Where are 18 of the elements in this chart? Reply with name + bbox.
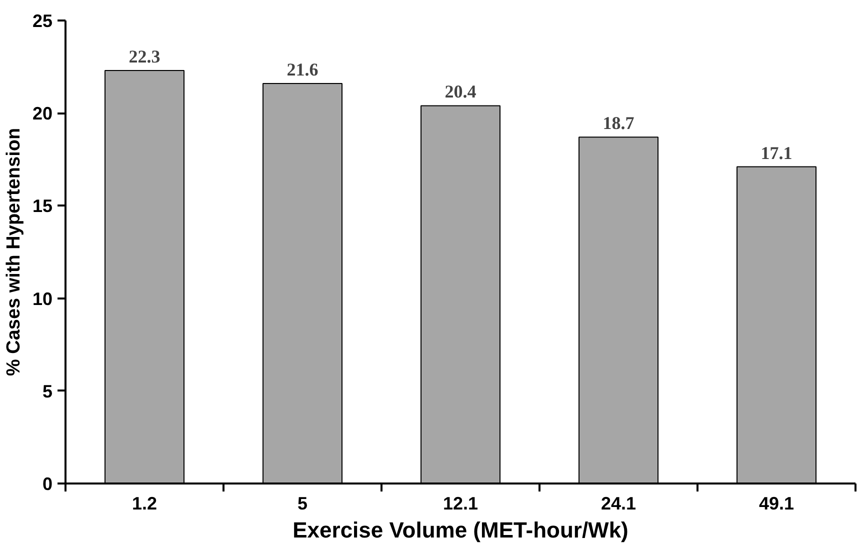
y-tick-label: 0 xyxy=(42,474,53,494)
y-tick-label: 25 xyxy=(32,11,53,31)
x-tick-label: 5 xyxy=(297,494,308,514)
x-tick-label: 12.1 xyxy=(442,494,478,514)
data-label: 22.3 xyxy=(128,46,160,67)
y-tick-label: 15 xyxy=(32,196,53,216)
data-label: 17.1 xyxy=(760,142,792,163)
y-tick-label: 10 xyxy=(32,288,53,309)
x-axis-title: Exercise Volume (MET-hour/Wk) xyxy=(292,518,628,542)
y-tick-label: 20 xyxy=(32,104,53,124)
data-label: 21.6 xyxy=(286,59,318,80)
x-tick-label: 1.2 xyxy=(132,494,158,514)
data-label: 20.4 xyxy=(444,82,476,102)
y-axis-title: % Cases with Hypertension xyxy=(3,128,24,376)
x-tick-label: 24.1 xyxy=(600,494,636,514)
data-label: 18.7 xyxy=(602,113,634,134)
y-tick-label: 5 xyxy=(42,381,53,402)
x-tick-label: 49.1 xyxy=(758,494,794,514)
